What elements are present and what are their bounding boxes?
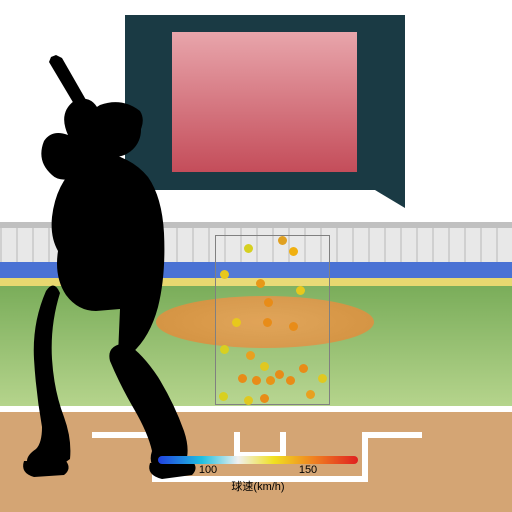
pitch-marker [264, 298, 273, 307]
batter-box-line [280, 432, 286, 452]
pitch-marker [266, 376, 275, 385]
pitch-marker [260, 362, 269, 371]
batter-silhouette [0, 55, 260, 485]
pitch-marker [260, 394, 269, 403]
legend-tick: 150 [299, 464, 317, 476]
legend-tick: 100 [199, 464, 217, 476]
pitch-marker [289, 247, 298, 256]
legend-label: 球速(km/h) [158, 478, 358, 494]
pitch-marker [263, 318, 272, 327]
batter-box-line [362, 432, 422, 438]
pitch-marker [289, 322, 298, 331]
batter-box-line [362, 432, 368, 482]
pitch-marker [286, 376, 295, 385]
pitch-marker [306, 390, 315, 399]
pitch-marker [275, 370, 284, 379]
pitch-marker [318, 374, 327, 383]
pitch-marker [296, 286, 305, 295]
pitch-marker [278, 236, 287, 245]
color-legend: 100 150 球速(km/h) [158, 456, 358, 506]
batter-svg [0, 55, 260, 485]
legend-ticks: 100 150 [158, 464, 358, 478]
pitch-marker [299, 364, 308, 373]
legend-gradient-bar [158, 456, 358, 464]
